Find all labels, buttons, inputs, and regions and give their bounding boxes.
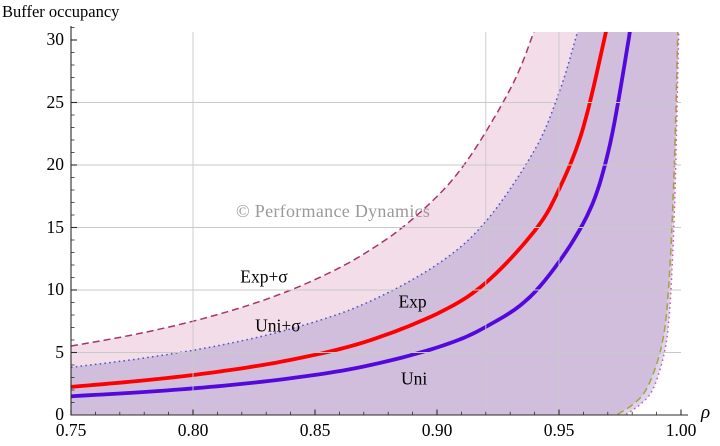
x-tick-label: 0.85	[299, 420, 331, 440]
watermark: © Performance Dynamics	[236, 201, 431, 221]
y-tick-label: 25	[46, 91, 65, 112]
y-tick-label: 0	[55, 404, 64, 424]
exp-minus-sigma-curve	[617, 32, 679, 415]
y-tick-label: 10	[46, 279, 65, 299]
curve-label-uni: Uni	[400, 368, 428, 389]
uni-curve	[71, 32, 632, 399]
uni-minus-sigma-curve	[625, 32, 680, 415]
y-tick-label: 30	[46, 29, 65, 49]
x-tick-label: 0.75	[55, 420, 87, 440]
y-tick-label: 20	[46, 154, 65, 174]
y-tick-label: 5	[55, 341, 64, 362]
exp-band	[71, 32, 678, 415]
x-axis-label: ρ	[701, 402, 711, 423]
x-tick-label: 0.80	[177, 420, 209, 440]
plot-clip-group	[71, 32, 680, 415]
chart-title: Buffer occupancy	[2, 2, 120, 21]
curve-label-uni-plus-sigma: Uni+σ	[255, 315, 301, 336]
exp-plus-sigma-curve	[71, 32, 535, 347]
x-tick-label: 0.95	[543, 420, 575, 440]
x-tick-label: 1.00	[665, 420, 697, 440]
exp-curve	[71, 32, 608, 389]
uni-band	[71, 32, 679, 415]
y-tick-label: 15	[46, 216, 65, 237]
curve-label-exp-plus-sigma: Exp+σ	[240, 266, 288, 287]
curve-label-exp: Exp	[398, 291, 427, 312]
x-tick-label: 0.90	[421, 420, 453, 440]
